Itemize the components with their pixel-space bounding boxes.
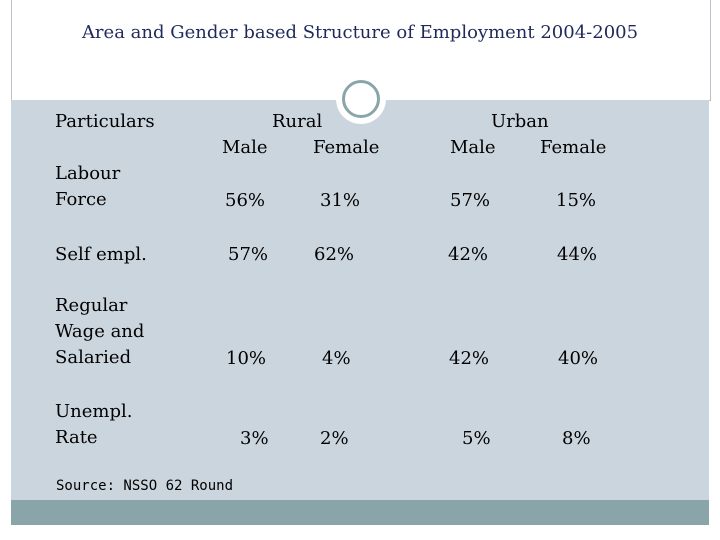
content-panel [11, 100, 709, 500]
header-rural-female: Female [313, 137, 380, 158]
cell-labour-rural-male: 56% [225, 190, 266, 211]
cell-regular-urban-female: 40% [558, 348, 599, 369]
ring-icon [342, 80, 380, 118]
cell-unempl-rural-male: 3% [240, 428, 269, 449]
header-urban-female: Female [540, 137, 607, 158]
row-label-labour-force: Labour Force [55, 163, 121, 210]
slide-title: Area and Gender based Structure of Emplo… [81, 22, 639, 43]
row-label-regular-wage: Regular Wage and Salaried [55, 295, 145, 368]
row-label-unempl-rate: Unempl. Rate [55, 401, 133, 448]
footer-band [11, 500, 709, 525]
cell-labour-rural-female: 31% [320, 190, 361, 211]
cell-labour-urban-male: 57% [450, 190, 491, 211]
cell-labour-urban-female: 15% [556, 190, 597, 211]
source-note: Source: NSSO 62 Round [56, 478, 234, 494]
header-rural-male: Male [222, 137, 268, 158]
cell-regular-urban-male: 42% [449, 348, 490, 369]
header-particulars: Particulars [55, 111, 155, 132]
cell-regular-rural-female: 4% [322, 348, 351, 369]
header-urban: Urban [491, 111, 549, 132]
cell-self-rural-male: 57% [228, 244, 269, 265]
cell-self-rural-female: 62% [314, 244, 355, 265]
header-urban-male: Male [450, 137, 496, 158]
cell-self-urban-male: 42% [448, 244, 489, 265]
row-label-self-empl: Self empl. [55, 244, 147, 265]
cell-unempl-urban-female: 8% [562, 428, 591, 449]
cell-regular-rural-male: 10% [226, 348, 267, 369]
cell-self-urban-female: 44% [557, 244, 598, 265]
cell-unempl-urban-male: 5% [462, 428, 491, 449]
header-rural: Rural [272, 111, 323, 132]
cell-unempl-rural-female: 2% [320, 428, 349, 449]
